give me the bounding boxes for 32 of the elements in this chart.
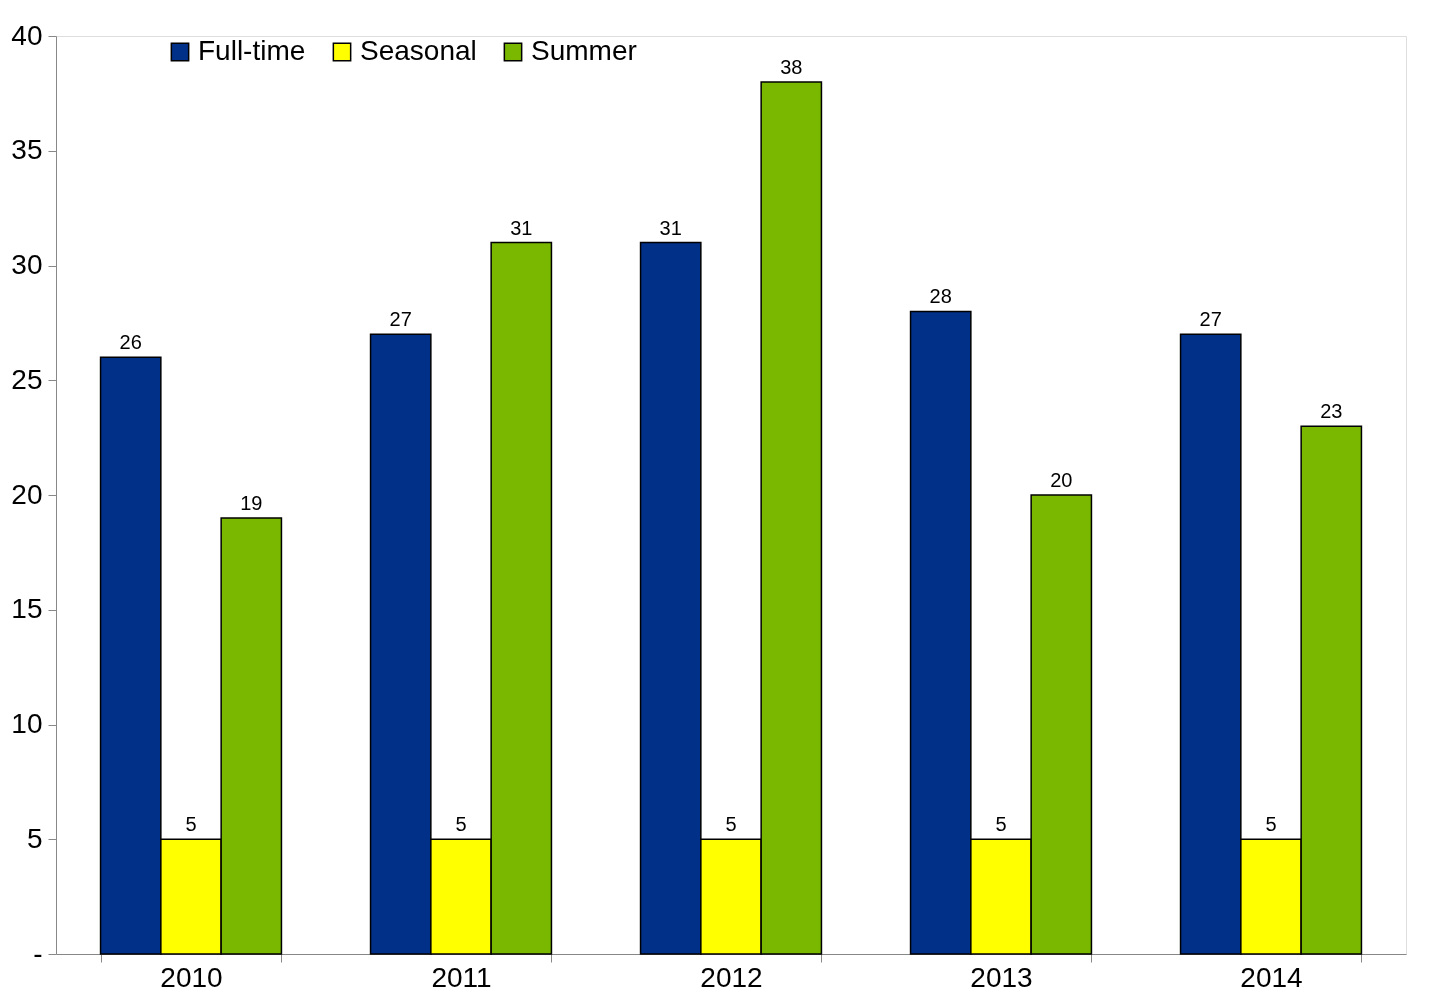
y-tick-label: 30 <box>11 249 43 280</box>
data-label: 23 <box>1320 400 1343 423</box>
x-tick-label: 2010 <box>160 961 223 993</box>
data-label: 5 <box>185 813 197 836</box>
data-label: 31 <box>510 216 533 239</box>
y-tick-label: 25 <box>11 363 43 395</box>
data-label: 19 <box>240 491 263 514</box>
y-tick-label: 10 <box>11 708 43 739</box>
legend-label: Seasonal <box>360 35 477 66</box>
x-tick-label: 2014 <box>1240 961 1303 993</box>
data-label: 26 <box>119 331 142 354</box>
data-label: 27 <box>1199 308 1222 331</box>
y-tick-label: 20 <box>11 478 43 510</box>
data-label: 20 <box>1050 469 1073 491</box>
x-tick-label: 2013 <box>970 961 1033 993</box>
data-label: 5 <box>725 813 737 836</box>
data-label: 28 <box>929 285 952 308</box>
data-label: 27 <box>389 308 412 331</box>
x-tick-label: 2011 <box>431 961 492 993</box>
x-tick-label: 2012 <box>700 961 763 993</box>
y-tick-label: 5 <box>26 822 43 854</box>
y-tick-label: 35 <box>11 134 43 166</box>
data-label: 38 <box>780 55 803 78</box>
y-tick-label: 15 <box>11 593 43 625</box>
legend-label: Full-time <box>198 35 306 66</box>
y-tick-label: - <box>33 937 43 969</box>
y-tick-label: 40 <box>11 19 43 51</box>
data-label: 5 <box>455 813 467 836</box>
legend-label: Summer <box>531 35 637 66</box>
data-label: 5 <box>1265 813 1277 836</box>
data-label: 5 <box>995 813 1007 836</box>
data-label: 31 <box>659 216 682 239</box>
